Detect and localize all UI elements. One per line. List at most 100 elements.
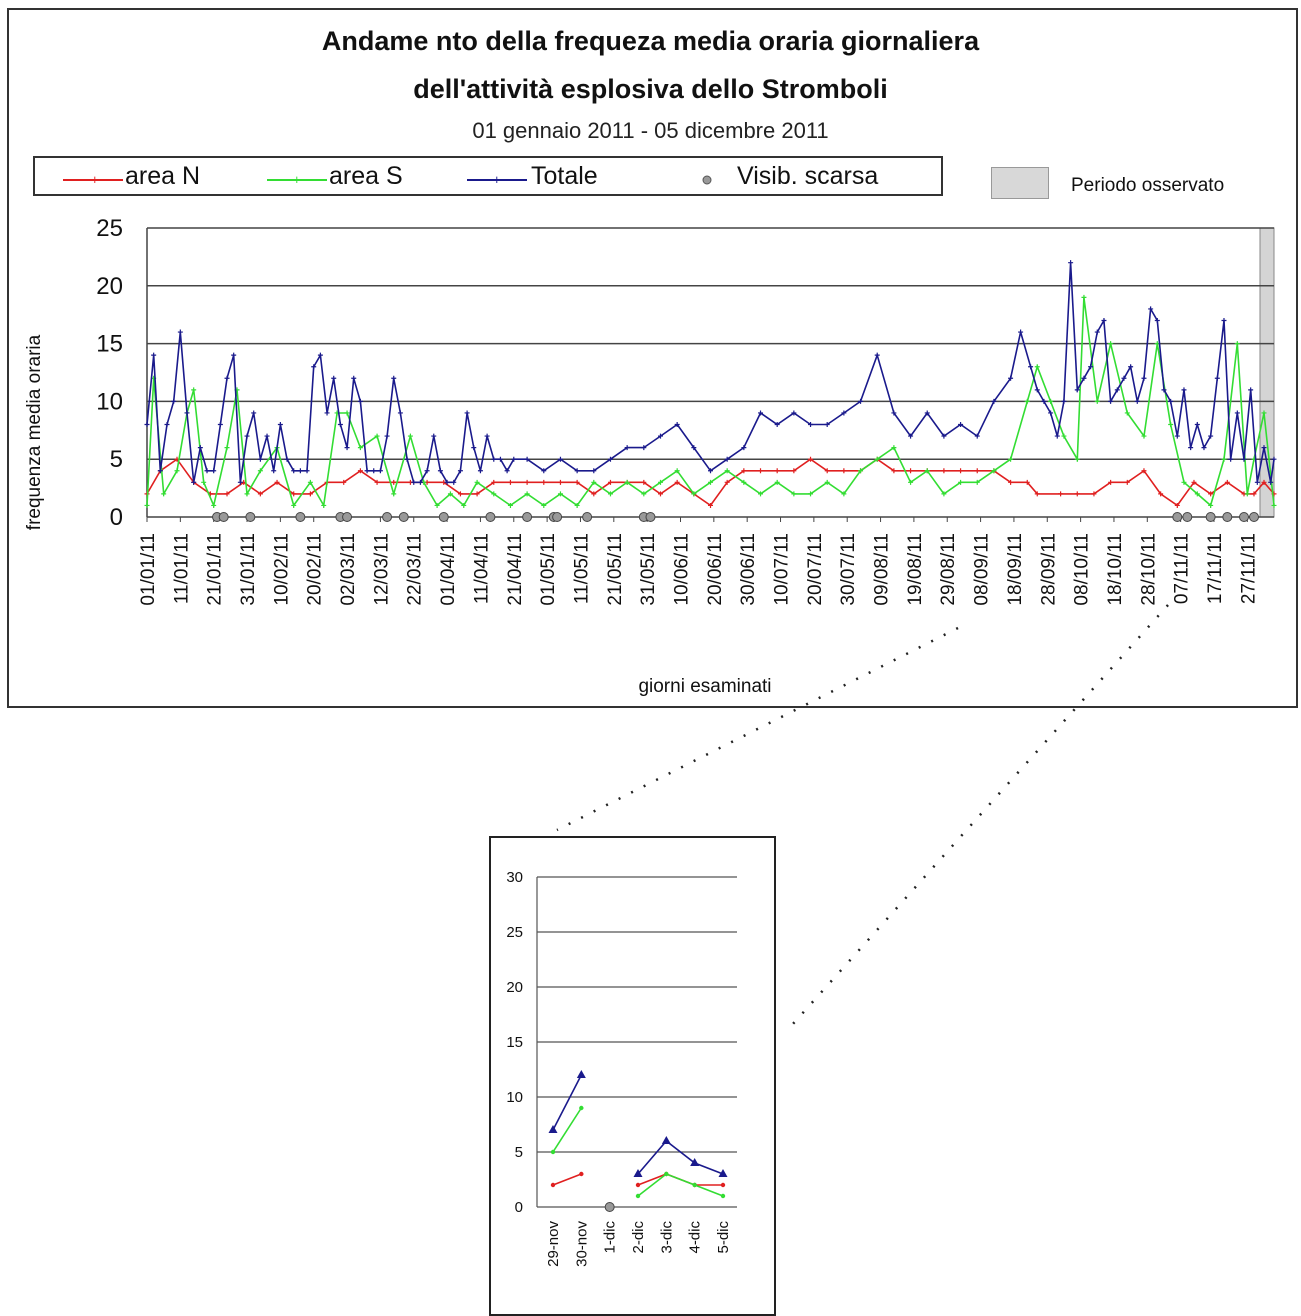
series-point xyxy=(808,422,814,428)
x-tick-label: 19/08/11 xyxy=(905,533,926,606)
series-point xyxy=(941,468,947,474)
zoom-x-tick-label: 4-dic xyxy=(687,1221,704,1254)
series-point xyxy=(244,433,250,439)
series-point xyxy=(1124,410,1130,416)
zoom-y-tick-label: 30 xyxy=(506,869,523,886)
series-point xyxy=(291,491,297,497)
series-point xyxy=(257,468,263,474)
series-point xyxy=(624,479,630,485)
series-point xyxy=(758,468,764,474)
visib-scarsa-point xyxy=(1172,512,1183,522)
series-point xyxy=(1034,387,1040,393)
x-tick-label: 08/09/11 xyxy=(972,533,993,606)
series-point xyxy=(691,445,697,451)
series-point xyxy=(574,502,580,508)
series-point xyxy=(1094,398,1100,404)
legend-area-n-label: area N xyxy=(125,162,201,190)
series-point xyxy=(1221,456,1227,462)
y-tick-label: 25 xyxy=(96,215,123,242)
series-point xyxy=(284,456,290,462)
series-point xyxy=(1174,502,1180,508)
series-point xyxy=(484,433,490,439)
chart-title: Andame nto della frequeza media oraria g… xyxy=(321,26,980,56)
series-point xyxy=(384,433,390,439)
series-point xyxy=(958,468,964,474)
series-point xyxy=(1081,375,1087,381)
series-point xyxy=(524,479,530,485)
series-point xyxy=(724,468,730,474)
series-point xyxy=(1141,433,1147,439)
series-point xyxy=(1128,364,1134,370)
series-point xyxy=(607,491,613,497)
series-point xyxy=(891,468,897,474)
x-tick-label: 20/06/11 xyxy=(705,533,726,606)
series-point xyxy=(1181,387,1187,393)
series-point xyxy=(891,410,897,416)
visib-scarsa-point xyxy=(552,512,563,522)
series-point xyxy=(177,329,183,335)
series-point xyxy=(1018,329,1024,335)
series-point xyxy=(774,479,780,485)
series-point xyxy=(1254,479,1260,485)
series-point xyxy=(291,468,297,474)
zoom-x-tick-label: 2-dic xyxy=(630,1221,647,1254)
series-point xyxy=(1158,491,1164,497)
series-point xyxy=(858,468,864,474)
series-point xyxy=(641,479,647,485)
series-point xyxy=(217,422,223,428)
visib-scarsa-point xyxy=(1222,512,1233,522)
series-point xyxy=(774,422,780,428)
x-tick-label: 01/05/11 xyxy=(538,533,559,606)
series-point xyxy=(1141,468,1147,474)
zoom-series-point xyxy=(550,1182,556,1188)
visib-scarsa-point xyxy=(1182,512,1193,522)
series-point xyxy=(574,468,580,474)
series-point xyxy=(1174,433,1180,439)
series-point xyxy=(377,468,383,474)
series-point xyxy=(874,456,880,462)
series-point xyxy=(364,468,370,474)
series-point xyxy=(1094,329,1100,335)
series-point xyxy=(1214,375,1220,381)
series-point xyxy=(341,479,347,485)
zoom-x-tick-label: 29-nov xyxy=(545,1221,562,1267)
series-point xyxy=(1008,479,1014,485)
series-point xyxy=(1074,491,1080,497)
zoom-x-tick-label: 5-dic xyxy=(715,1221,732,1254)
series-point xyxy=(741,479,747,485)
series-point xyxy=(674,422,680,428)
series-point xyxy=(171,398,177,404)
series-point xyxy=(1041,398,1047,404)
visib-scarsa-point xyxy=(485,512,496,522)
series-point xyxy=(211,468,217,474)
zoom-y-tick-label: 15 xyxy=(506,1034,523,1051)
series-point xyxy=(991,398,997,404)
zoom-series-point xyxy=(579,1105,584,1111)
visib-scarsa-point xyxy=(295,512,306,522)
series-point xyxy=(307,479,313,485)
series-point xyxy=(1034,491,1040,497)
series-point xyxy=(477,468,483,474)
zoom-series-line xyxy=(552,1173,582,1186)
series-point xyxy=(541,479,547,485)
series-point xyxy=(231,352,237,358)
series-point xyxy=(224,375,230,381)
series-point xyxy=(1008,456,1014,462)
series-point xyxy=(791,410,797,416)
series-point xyxy=(1148,306,1154,312)
series-point xyxy=(591,491,597,497)
series-line xyxy=(146,262,1275,484)
x-tick-label: 22/03/11 xyxy=(405,533,426,606)
series-point xyxy=(774,468,780,474)
series-point xyxy=(1061,433,1067,439)
series-point xyxy=(758,491,764,497)
series-point xyxy=(504,468,510,474)
series-point xyxy=(464,410,470,416)
series-point xyxy=(1154,317,1160,323)
series-point xyxy=(271,468,277,474)
series-point xyxy=(331,375,337,381)
series-point xyxy=(1234,410,1240,416)
series-point xyxy=(1268,479,1274,485)
legend-markers: + + + xyxy=(63,172,712,187)
y-tick-label: 15 xyxy=(96,331,123,358)
